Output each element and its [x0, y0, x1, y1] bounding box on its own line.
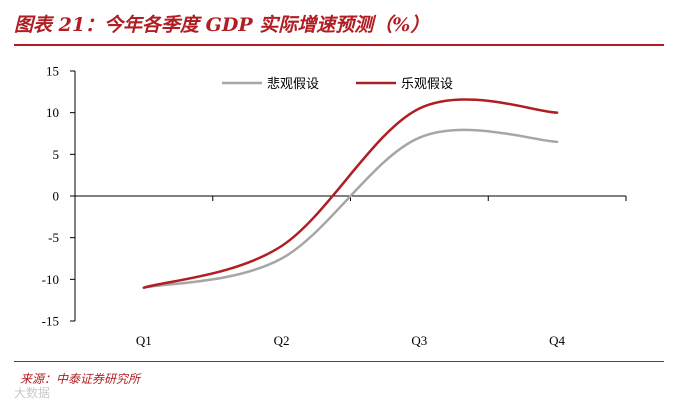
y-axis: 15 10 5 0 -5 -10 -15	[42, 64, 76, 329]
y-ticks: 15 10 5 0 -5 -10 -15	[42, 64, 75, 329]
legend: 悲观假设 乐观假设	[222, 76, 453, 92]
series-lines	[142, 98, 559, 289]
y-tick-label: 15	[46, 64, 59, 79]
y-tick-label: 5	[53, 147, 60, 162]
x-tick-label: Q2	[274, 333, 290, 348]
y-tick-label: -15	[42, 314, 59, 329]
legend-label-0: 悲观假设	[267, 76, 319, 92]
legend-label-1: 乐观假设	[401, 77, 453, 92]
x-tick-label: Q4	[549, 333, 565, 348]
y-tick-label: 0	[53, 189, 60, 204]
x-axis: Q1 Q2 Q3 Q4	[74, 195, 627, 348]
x-tick-label: Q3	[411, 333, 427, 348]
x-tick-label: Q1	[136, 333, 152, 348]
y-tick-label: -5	[48, 230, 59, 245]
source-note: 来源：中泰证券研究所	[20, 372, 141, 386]
y-tick-label: -10	[42, 272, 59, 287]
figure-title: 图表 21：今年各季度 GDP 实际增速预测（%）	[14, 14, 430, 36]
footer-divider	[14, 361, 664, 362]
watermark: 大数据	[14, 386, 51, 400]
y-tick-label: 10	[46, 105, 59, 120]
x-ticks: Q1 Q2 Q3 Q4	[74, 196, 627, 348]
title-divider	[14, 44, 664, 46]
series-line-1	[142, 98, 559, 289]
series-line-0	[142, 128, 559, 289]
